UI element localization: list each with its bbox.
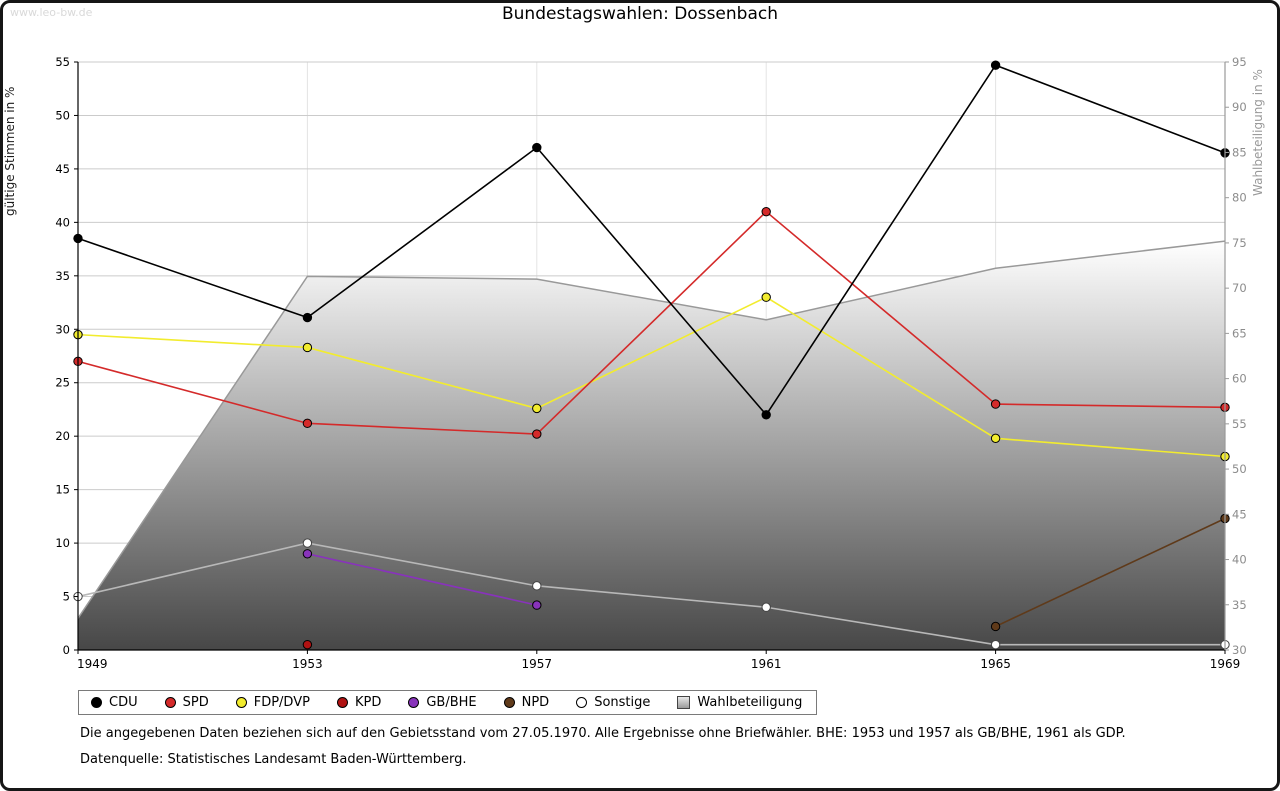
svg-text:1957: 1957 — [522, 657, 553, 671]
data-point — [761, 410, 771, 420]
svg-text:55: 55 — [1232, 417, 1247, 431]
data-point — [532, 429, 542, 439]
svg-text:55: 55 — [55, 55, 70, 69]
svg-text:30: 30 — [55, 322, 70, 336]
data-point — [532, 142, 542, 153]
left-axis-ticks: 0 5 10 15 20 25 30 35 40 45 50 55 — [55, 55, 78, 657]
legend-label: GB/BHE — [426, 695, 477, 710]
right-axis-title: Wahlbeteiligung in % — [1251, 69, 1265, 196]
svg-text:60: 60 — [1232, 372, 1247, 386]
data-point — [761, 602, 771, 612]
series-points-GB/BHE — [302, 549, 542, 610]
footnote-datenquelle: Datenquelle: Statistisches Landesamt Bad… — [80, 752, 467, 767]
legend-swatch-dot — [336, 697, 348, 708]
svg-text:95: 95 — [1232, 55, 1247, 69]
svg-text:15: 15 — [55, 483, 70, 497]
svg-text:50: 50 — [55, 108, 70, 122]
data-point — [990, 433, 1001, 444]
series-line-Sonstige — [77, 542, 1225, 646]
x-axis-ticks: 1949 1953 1957 1961 1965 1969 — [77, 650, 1240, 671]
svg-text:1949: 1949 — [77, 657, 108, 671]
svg-text:45: 45 — [1232, 507, 1247, 521]
series-line-SPD — [77, 210, 1226, 435]
svg-text:35: 35 — [55, 269, 70, 283]
legend-item-wahlbeteiligung: Wahlbeteiligung — [677, 695, 802, 710]
series-line-CDU — [77, 64, 1226, 417]
svg-text:40: 40 — [55, 215, 70, 229]
data-point — [990, 621, 1001, 632]
series-line-FDP/DVP — [77, 296, 1226, 458]
svg-text:20: 20 — [55, 429, 70, 443]
svg-text:40: 40 — [1232, 553, 1247, 567]
data-point — [990, 60, 1001, 70]
svg-text:90: 90 — [1232, 100, 1247, 114]
axes — [77, 62, 1226, 651]
svg-text:10: 10 — [55, 536, 70, 550]
svg-text:50: 50 — [1232, 462, 1247, 476]
svg-text:85: 85 — [1232, 145, 1247, 159]
data-point — [302, 639, 313, 650]
legend-label: CDU — [109, 695, 138, 710]
series-line-GB/BHE — [307, 553, 537, 606]
legend-item-kpd: KPD — [336, 695, 382, 710]
svg-text:25: 25 — [55, 376, 70, 390]
svg-text:70: 70 — [1232, 281, 1247, 295]
legend-label: Wahlbeteiligung — [697, 695, 803, 710]
data-point — [532, 403, 542, 414]
legend-swatch-dot — [576, 697, 588, 708]
legend-swatch-dot — [91, 697, 102, 708]
legend-item-fdp-dvp: FDP/DVP — [235, 695, 310, 710]
svg-text:30: 30 — [1232, 643, 1247, 657]
chart-title: Bundestagswahlen: Dossenbach — [501, 4, 778, 24]
legend-label: NPD — [521, 695, 550, 710]
svg-text:5: 5 — [63, 590, 70, 604]
legend-swatch-dot — [503, 697, 515, 708]
svg-text:1965: 1965 — [980, 657, 1011, 671]
series-line-NPD — [995, 517, 1226, 628]
legend-item-gb-bhe: GB/BHE — [408, 695, 477, 710]
svg-text:35: 35 — [1232, 598, 1247, 612]
svg-text:75: 75 — [1232, 236, 1247, 250]
svg-text:0: 0 — [63, 643, 70, 657]
legend-item-cdu: CDU — [91, 695, 138, 710]
footnote-gebietsstand: Die angegebenen Daten beziehen sich auf … — [80, 726, 1126, 741]
right-axis-ticks: 30 35 40 45 50 55 60 65 70 75 80 85 90 95 — [1225, 55, 1247, 657]
data-point — [990, 399, 1001, 409]
svg-text:1961: 1961 — [751, 657, 782, 671]
legend-item-npd: NPD — [503, 695, 550, 710]
legend-label: FDP/DVP — [253, 695, 310, 710]
series-points-KPD — [302, 639, 313, 650]
data-point — [302, 418, 313, 429]
legend-swatch-dot — [408, 697, 420, 708]
svg-text:65: 65 — [1232, 326, 1247, 340]
chart-svg: 0 5 10 15 20 25 30 35 40 45 50 55 30 35 40 45 50 55 60 65 70… — [3, 55, 1265, 671]
legend-item-sonstige: Sonstige — [576, 695, 650, 710]
svg-text:80: 80 — [1232, 191, 1247, 205]
legend-swatch-dot — [235, 697, 247, 708]
data-point — [302, 312, 313, 323]
watermark: www.leo-bw.de — [10, 6, 93, 19]
data-point — [302, 342, 313, 353]
legend-label: KPD — [354, 695, 382, 710]
legend: CDU SPD FDP/DVP KPD GB/BHE NPD Sonstige Wahlbet… — [78, 690, 818, 715]
data-point — [532, 581, 542, 591]
svg-text:1969: 1969 — [1210, 657, 1241, 671]
svg-text:45: 45 — [55, 162, 70, 176]
svg-text:1953: 1953 — [292, 657, 323, 671]
data-point — [532, 600, 542, 610]
data-point — [302, 549, 313, 559]
legend-swatch-dot — [164, 697, 176, 708]
legend-label: SPD — [182, 695, 209, 710]
left-axis-title: gültige Stimmen in % — [3, 87, 17, 216]
legend-label: Sonstige — [594, 695, 651, 710]
data-point — [761, 292, 771, 302]
data-point — [761, 206, 771, 217]
legend-item-spd: SPD — [164, 695, 209, 710]
data-point — [990, 639, 1001, 650]
turnout-area — [77, 240, 1226, 651]
data-point — [302, 538, 313, 548]
legend-swatch-area — [677, 696, 691, 709]
